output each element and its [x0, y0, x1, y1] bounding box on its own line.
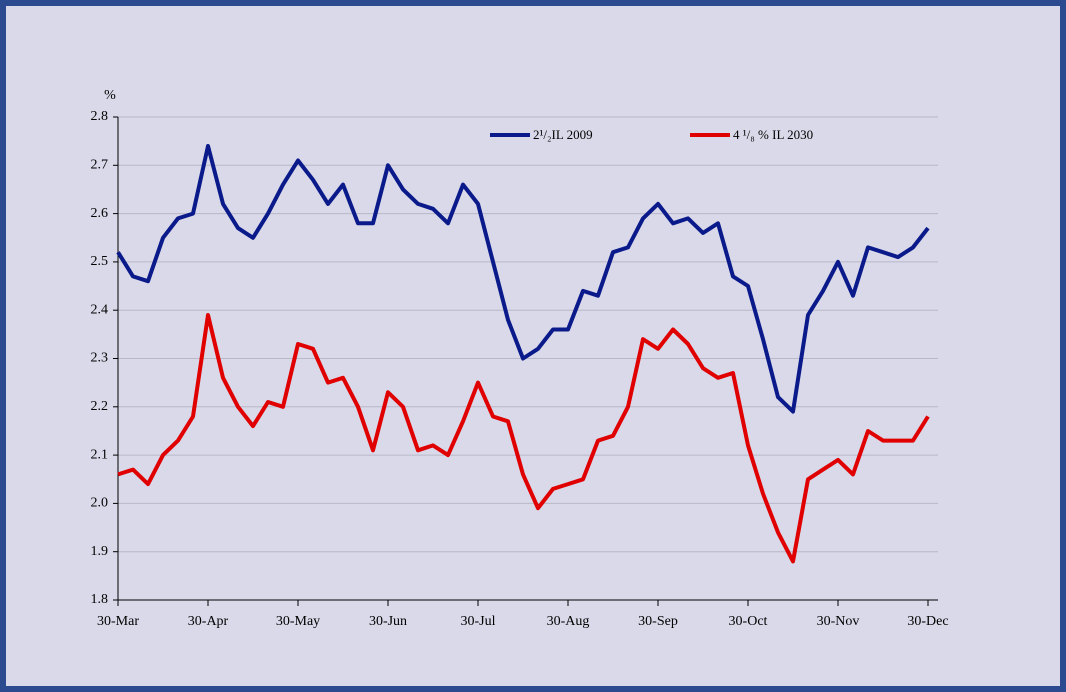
- y-tick-label: 2.0: [91, 496, 109, 511]
- x-tick-label: 30-Sep: [638, 614, 678, 629]
- y-tick-label: 2.4: [91, 302, 109, 317]
- x-tick-label: 30-Jun: [369, 614, 407, 629]
- y-tick-label: 2.7: [91, 158, 109, 173]
- legend-label: 4 ¹/₈ % IL 2030: [733, 127, 813, 142]
- y-tick-label: 2.1: [91, 447, 109, 462]
- y-tick-label: 2.8: [91, 109, 109, 124]
- x-tick-label: 30-Mar: [97, 614, 139, 629]
- y-tick-label: 2.5: [91, 254, 109, 269]
- x-tick-label: 30-Apr: [188, 614, 229, 629]
- series-line: [117, 313, 930, 564]
- y-axis-label: %: [104, 88, 116, 103]
- y-tick-label: 2.2: [91, 399, 109, 414]
- legend-label: 2¹/₂IL 2009: [533, 127, 593, 142]
- y-tick-label: 2.6: [91, 206, 109, 221]
- y-tick-label: 1.8: [91, 592, 109, 607]
- y-tick-label: 1.9: [91, 544, 109, 559]
- x-tick-label: 30-May: [276, 614, 320, 629]
- x-tick-label: 30-Nov: [817, 614, 860, 629]
- x-tick-label: 30-Oct: [729, 614, 768, 629]
- series-line: [116, 144, 930, 414]
- x-tick-label: 30-Aug: [547, 614, 590, 629]
- x-tick-label: 30-Jul: [461, 614, 496, 629]
- x-tick-label: 30-Dec: [907, 614, 948, 629]
- y-tick-label: 2.3: [91, 351, 109, 366]
